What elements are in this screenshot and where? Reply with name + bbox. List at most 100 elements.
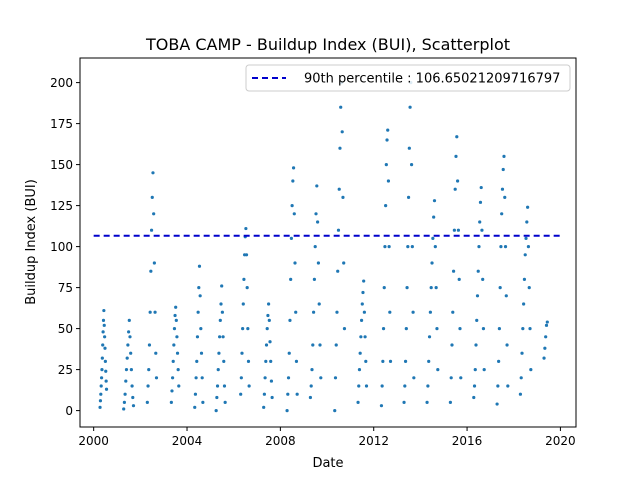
- data-point: [472, 384, 477, 388]
- data-point: [525, 220, 529, 224]
- data-point: [154, 376, 159, 380]
- data-point: [313, 245, 317, 249]
- data-point: [497, 359, 501, 363]
- data-point: [315, 184, 319, 188]
- data-point: [122, 400, 126, 404]
- data-point: [196, 310, 200, 314]
- data-point: [123, 392, 127, 396]
- data-point: [215, 395, 219, 400]
- data-point: [104, 379, 108, 383]
- data-point: [455, 135, 459, 139]
- y-axis-label: Buildup Index (BUI): [24, 179, 39, 305]
- data-point: [293, 261, 297, 265]
- data-point: [170, 389, 174, 393]
- data-point: [101, 343, 105, 347]
- x-tick-label: 2012: [358, 434, 389, 448]
- data-point: [481, 277, 485, 281]
- data-point: [504, 294, 508, 298]
- data-point: [358, 351, 362, 355]
- data-point: [333, 376, 338, 380]
- data-point: [412, 376, 416, 380]
- data-point: [429, 286, 433, 290]
- data-point: [335, 310, 339, 314]
- data-point: [217, 351, 221, 355]
- data-point: [286, 376, 291, 380]
- data-point: [245, 286, 249, 290]
- data-point: [522, 277, 527, 281]
- data-point: [316, 220, 320, 224]
- legend-label: 90th percentile : 106.65021209716797: [304, 72, 560, 87]
- data-point: [269, 379, 274, 383]
- data-point: [457, 277, 461, 281]
- data-point: [403, 384, 407, 388]
- data-point: [380, 384, 384, 388]
- data-point: [524, 236, 528, 240]
- data-point: [454, 154, 458, 158]
- data-point: [475, 294, 480, 298]
- data-point: [386, 179, 391, 183]
- data-point: [430, 261, 434, 265]
- data-point: [176, 368, 180, 372]
- data-point: [286, 392, 290, 396]
- data-point: [126, 330, 131, 334]
- data-point: [387, 245, 391, 249]
- data-point: [477, 245, 481, 249]
- data-point: [292, 212, 296, 216]
- data-point: [267, 302, 271, 306]
- data-point: [427, 359, 431, 363]
- data-point: [291, 166, 296, 170]
- chart-title: TOBA CAMP - Buildup Index (BUI), Scatter…: [145, 35, 510, 54]
- data-point: [319, 376, 323, 380]
- data-point: [129, 351, 133, 355]
- data-point: [173, 313, 177, 318]
- data-point: [518, 392, 523, 396]
- y-tick-label: 125: [50, 199, 73, 213]
- data-point: [362, 279, 366, 283]
- data-point: [147, 343, 152, 347]
- data-point: [171, 376, 175, 380]
- data-point: [126, 343, 130, 347]
- data-point: [241, 302, 245, 306]
- data-point: [476, 269, 480, 273]
- data-point: [263, 376, 267, 380]
- data-point: [220, 310, 224, 314]
- data-point: [360, 302, 364, 306]
- data-point: [216, 368, 220, 372]
- data-point: [500, 187, 505, 191]
- data-point: [456, 179, 460, 183]
- data-point: [382, 286, 386, 290]
- data-point: [334, 343, 338, 347]
- data-point: [336, 228, 341, 232]
- data-point: [482, 368, 486, 372]
- data-point: [197, 264, 202, 268]
- data-point: [425, 400, 429, 404]
- data-point: [223, 400, 227, 404]
- data-point: [214, 409, 218, 413]
- data-point: [433, 245, 437, 249]
- data-point: [291, 179, 295, 183]
- data-point: [246, 359, 251, 363]
- data-point: [523, 253, 527, 257]
- y-tick-label: 150: [50, 158, 73, 172]
- data-point: [175, 351, 180, 355]
- data-point: [383, 245, 387, 249]
- data-point: [244, 253, 249, 257]
- data-point: [480, 228, 484, 232]
- data-point: [149, 269, 153, 273]
- y-tick-label: 175: [50, 117, 73, 131]
- y-axis: 0 25 50 75 100 125 150 175 200: [50, 76, 80, 418]
- data-point: [99, 376, 104, 380]
- data-point: [308, 395, 312, 400]
- data-point: [101, 318, 106, 322]
- data-point: [103, 346, 107, 350]
- scatter-points: [98, 81, 549, 413]
- data-point: [193, 392, 198, 396]
- data-point: [456, 228, 460, 232]
- data-point: [481, 327, 486, 331]
- data-point: [290, 204, 294, 208]
- x-axis: 2000 2004 2008 2012 2016 2020: [78, 427, 576, 448]
- x-tick-label: 2000: [78, 434, 109, 448]
- legend-box: [245, 64, 571, 92]
- y-tick-label: 25: [58, 363, 73, 377]
- data-point: [102, 323, 106, 327]
